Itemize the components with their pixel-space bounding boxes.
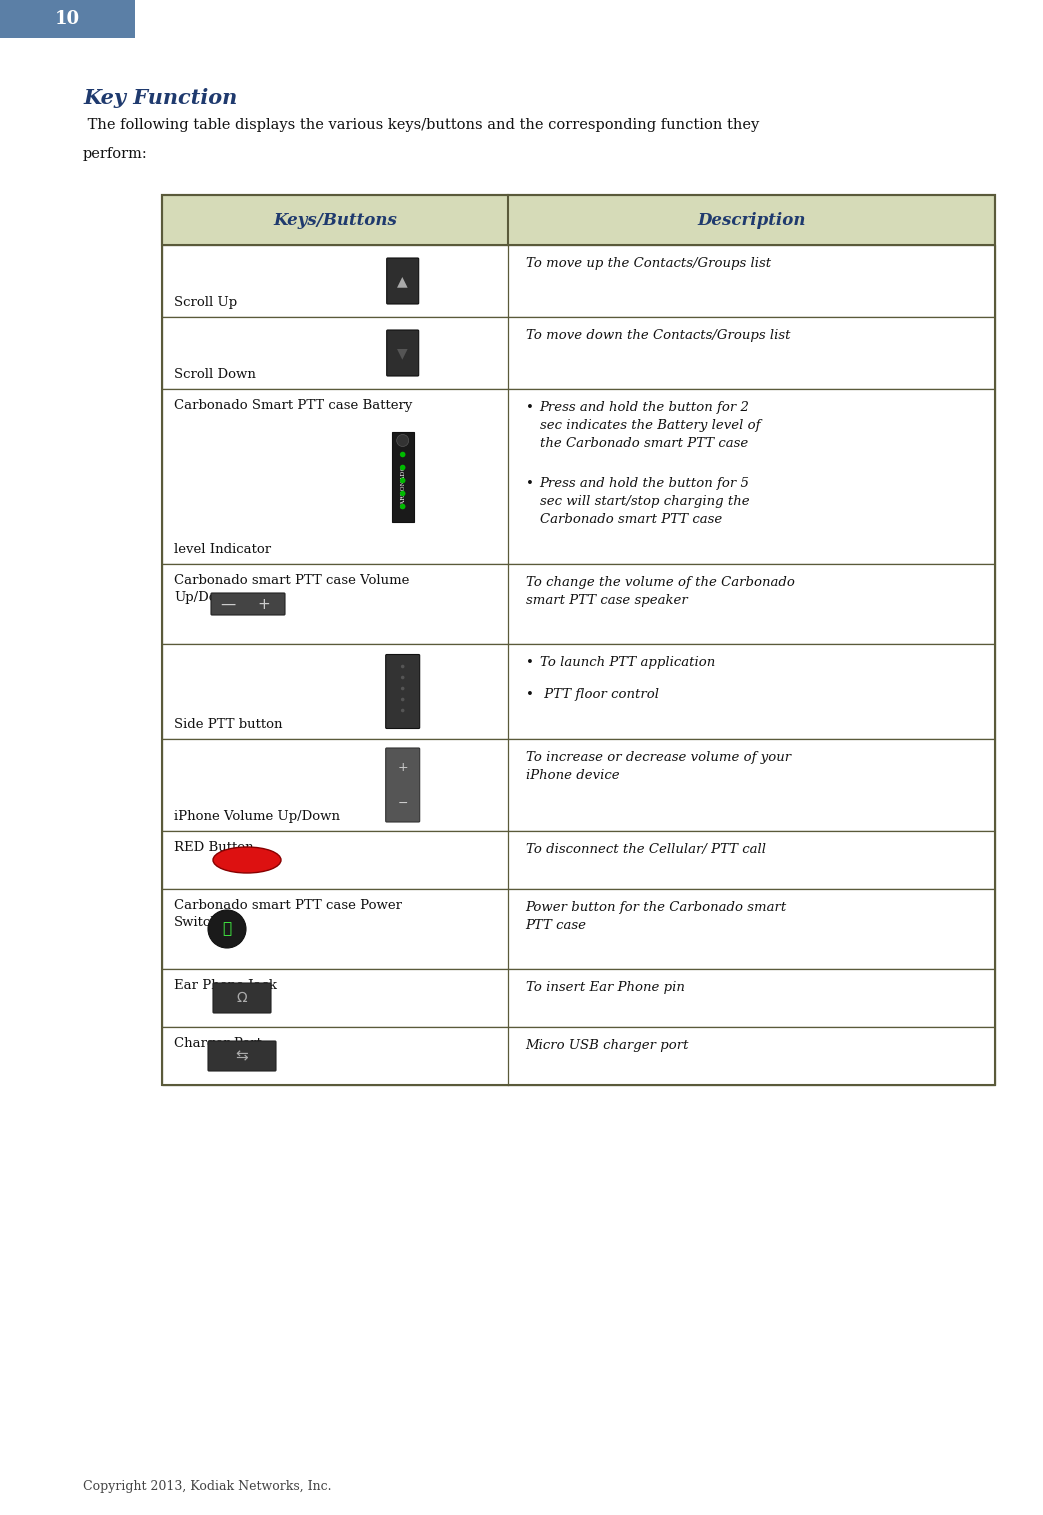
Circle shape (399, 503, 406, 509)
FancyBboxPatch shape (162, 644, 995, 739)
Text: 10: 10 (55, 11, 80, 27)
Text: Copyright 2013, Kodiak Networks, Inc.: Copyright 2013, Kodiak Networks, Inc. (83, 1480, 332, 1492)
Circle shape (401, 709, 405, 712)
Ellipse shape (213, 847, 281, 873)
Text: +: + (397, 761, 408, 774)
FancyBboxPatch shape (211, 592, 285, 615)
FancyBboxPatch shape (0, 0, 135, 38)
FancyBboxPatch shape (387, 330, 418, 376)
Text: To move down the Contacts/Groups list: To move down the Contacts/Groups list (526, 329, 791, 342)
FancyBboxPatch shape (162, 195, 995, 245)
Text: •: • (526, 688, 534, 701)
Text: perform:: perform: (83, 147, 148, 161)
Text: Description: Description (697, 212, 805, 229)
Text: +: + (258, 597, 270, 612)
FancyBboxPatch shape (162, 970, 995, 1027)
FancyBboxPatch shape (162, 389, 995, 564)
Text: −: − (397, 797, 408, 809)
Text: Scroll Down: Scroll Down (174, 368, 256, 380)
Text: ▼: ▼ (397, 345, 408, 361)
Text: Charger Port: Charger Port (174, 1036, 262, 1050)
FancyBboxPatch shape (386, 654, 419, 729)
Text: The following table displays the various keys/buttons and the corresponding func: The following table displays the various… (83, 118, 759, 132)
Text: •: • (526, 401, 534, 414)
Text: •: • (526, 477, 534, 489)
Text: Carbonado Smart PTT case Battery: Carbonado Smart PTT case Battery (174, 398, 412, 412)
Text: Ear Phone Jack: Ear Phone Jack (174, 979, 277, 992)
Circle shape (399, 465, 406, 470)
Text: Scroll Up: Scroll Up (174, 295, 237, 309)
Text: To launch PTT application: To launch PTT application (539, 656, 714, 670)
Text: Press and hold the button for 5
sec will start/stop charging the
Carbonado smart: Press and hold the button for 5 sec will… (539, 477, 750, 526)
Text: ▲: ▲ (397, 274, 408, 288)
Text: —: — (220, 597, 236, 612)
Circle shape (401, 665, 405, 668)
Circle shape (399, 451, 406, 458)
Text: To insert Ear Phone pin: To insert Ear Phone pin (526, 982, 684, 994)
Text: RED Button: RED Button (174, 841, 253, 854)
Text: Key Function: Key Function (83, 88, 237, 108)
Circle shape (401, 676, 405, 679)
FancyBboxPatch shape (162, 739, 995, 832)
Text: Keys/Buttons: Keys/Buttons (273, 212, 396, 229)
Circle shape (401, 686, 405, 691)
Text: Ω: Ω (237, 991, 247, 1004)
Circle shape (208, 911, 246, 948)
Text: PTT floor control: PTT floor control (539, 688, 659, 701)
FancyBboxPatch shape (162, 245, 995, 317)
FancyBboxPatch shape (213, 983, 271, 1014)
Text: To disconnect the Cellular/ PTT call: To disconnect the Cellular/ PTT call (526, 842, 766, 856)
FancyBboxPatch shape (162, 564, 995, 644)
Circle shape (399, 491, 406, 497)
Text: To move up the Contacts/Groups list: To move up the Contacts/Groups list (526, 258, 771, 270)
Text: Micro USB charger port: Micro USB charger port (526, 1039, 689, 1051)
Text: Power button for the Carbonado smart
PTT case: Power button for the Carbonado smart PTT… (526, 901, 787, 932)
Text: To change the volume of the Carbonado
smart PTT case speaker: To change the volume of the Carbonado sm… (526, 576, 795, 608)
Text: iPhone Volume Up/Down: iPhone Volume Up/Down (174, 811, 340, 823)
FancyBboxPatch shape (162, 832, 995, 889)
Text: level Indicator: level Indicator (174, 542, 271, 556)
Text: Side PTT button: Side PTT button (174, 718, 283, 732)
FancyBboxPatch shape (162, 317, 995, 389)
FancyBboxPatch shape (392, 432, 414, 521)
Text: ⏻: ⏻ (222, 921, 232, 936)
FancyBboxPatch shape (162, 1027, 995, 1085)
Text: To increase or decrease volume of your
iPhone device: To increase or decrease volume of your i… (526, 751, 791, 782)
Text: Carbonado smart PTT case Volume
Up/Down: Carbonado smart PTT case Volume Up/Down (174, 574, 409, 604)
FancyBboxPatch shape (386, 748, 419, 823)
Text: ⇆: ⇆ (236, 1048, 248, 1064)
Circle shape (399, 477, 406, 483)
Text: •: • (526, 656, 534, 670)
FancyBboxPatch shape (208, 1041, 276, 1071)
Text: Carbonado smart PTT case Power
Switch: Carbonado smart PTT case Power Switch (174, 898, 402, 929)
Circle shape (401, 698, 405, 701)
Text: CARBONADO: CARBONADO (401, 465, 405, 509)
FancyBboxPatch shape (162, 889, 995, 970)
Circle shape (396, 435, 409, 447)
Text: Press and hold the button for 2
sec indicates the Battery level of
the Carbonado: Press and hold the button for 2 sec indi… (539, 401, 760, 450)
FancyBboxPatch shape (387, 258, 418, 305)
